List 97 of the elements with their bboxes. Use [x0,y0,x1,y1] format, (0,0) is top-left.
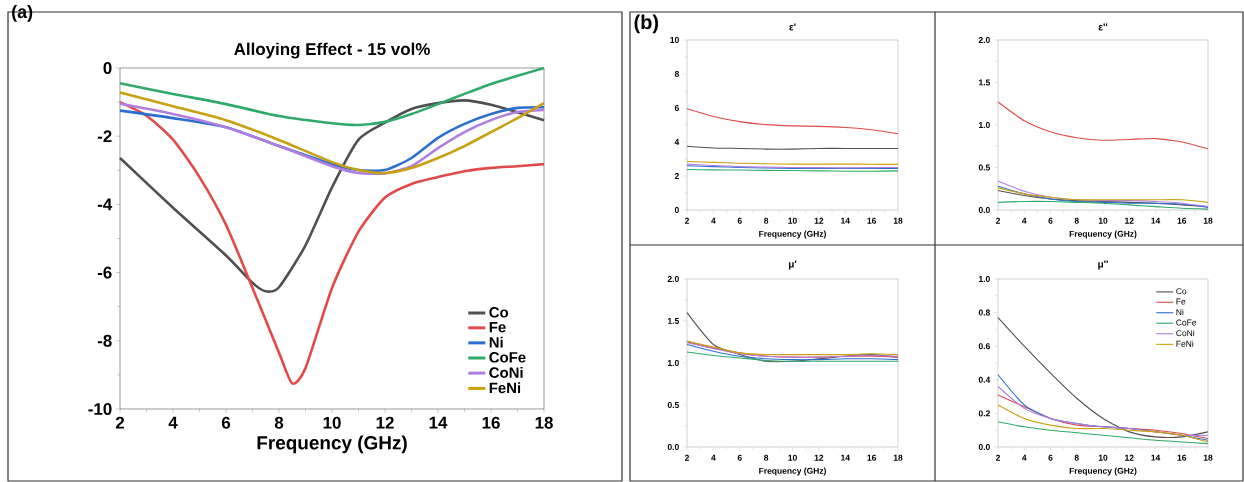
x-axis-title: Frequency (GHz) [759,230,826,239]
y-tick-label: 8 [674,70,679,77]
x-tick-label: 4 [711,217,716,224]
x-tick-label: 8 [1074,217,1079,224]
x-tick-label: 16 [1177,217,1187,224]
legend-label: CoNi [1176,329,1195,337]
x-tick-label: 10 [1098,454,1108,461]
y-tick-label: 1.5 [668,318,679,324]
x-tick-label: 2 [995,454,1001,461]
legend-label: Fe [1176,298,1186,305]
x-tick-label: 18 [893,217,903,224]
x-tick-label: 16 [482,416,500,429]
x-tick-label: 6 [737,217,742,224]
x-tick-label: 18 [893,454,903,461]
y-tick-label: 0 [103,61,112,74]
y-tick-label: -4 [97,198,113,211]
x-tick-label: 6 [221,416,231,429]
chart-title: μ'' [1098,260,1108,270]
x-tick-label: 18 [535,416,553,429]
y-tick-label: 0.0 [667,443,679,450]
y-tick-label: 0.2 [978,410,990,417]
y-tick-label: 10 [670,36,679,43]
x-tick-label: 14 [841,217,850,224]
x-tick-label: 12 [814,454,824,461]
x-axis-title: Frequency (GHz) [759,467,826,476]
x-tick-label: 8 [764,454,769,461]
legend-label: FeNi [1176,340,1194,347]
x-tick-label: 2 [115,416,125,429]
y-tick-label: 0.0 [978,443,990,450]
x-tick-label: 4 [1022,454,1027,461]
x-axis-title: Frequency (GHz) [1069,230,1137,239]
x-tick-label: 10 [788,217,797,224]
y-tick-label: -2 [97,130,112,143]
text: (b) [634,14,659,34]
y-tick-label: 2.0 [978,36,990,43]
x-tick-label: 6 [737,454,742,461]
x-tick-label: 2 [684,217,690,224]
y-tick-label: 2 [674,173,679,179]
x-tick-label: 12 [814,217,824,224]
y-tick-label: 0.5 [667,401,679,408]
x-tick-label: 16 [1177,454,1187,461]
y-tick-label: 1.5 [979,79,990,86]
x-tick-label: 4 [168,416,178,429]
x-tick-label: 18 [1203,454,1213,461]
legend-label: Co [489,307,509,318]
y-tick-label: 0.6 [978,343,990,350]
y-tick-label: 2.0 [667,276,679,282]
y-tick-label: -6 [97,266,112,279]
x-tick-label: 12 [1125,217,1134,224]
y-tick-label: 6 [674,104,679,111]
legend-label: Ni [489,336,503,348]
x-tick-label: 6 [1048,217,1053,224]
x-tick-label: 2 [995,217,1001,224]
y-tick-label: 4 [674,139,680,145]
legend-label: Ni [1176,308,1184,316]
legend-label: Fe [489,321,506,333]
x-tick-label: 6 [1048,454,1053,461]
y-tick-label: 0.4 [978,376,991,383]
y-tick-label: 0.0 [978,206,990,213]
legend-label: CoFe [1176,319,1197,326]
x-tick-label: 8 [764,217,769,224]
chart-title: ε'' [1098,23,1108,31]
x-tick-label: 12 [1125,454,1134,461]
x-tick-label: 10 [788,454,797,461]
y-tick-label: -10 [88,402,112,415]
y-tick-label: 1.0 [668,359,679,366]
legend-label: FeNi [489,382,521,394]
x-tick-label: 14 [429,416,448,429]
chart-title: Alloying Effect - 15 vol% [234,42,430,59]
x-tick-label: 4 [711,454,716,461]
x-tick-label: 16 [867,217,877,224]
x-tick-label: 16 [867,454,877,461]
y-tick-label: 0 [674,206,679,213]
chart-title: ε' [789,23,796,31]
y-tick-label: 0.8 [978,309,990,316]
x-axis-title: Frequency (GHz) [257,435,407,454]
text: (a) [12,5,33,22]
y-tick-label: 1.0 [979,121,990,128]
x-tick-label: 10 [1098,217,1108,224]
x-tick-label: 2 [684,454,690,461]
x-tick-label: 8 [274,416,284,429]
y-tick-label: 1.0 [979,275,990,282]
y-tick-label: 0.5 [978,164,990,171]
x-tick-label: 18 [1203,217,1213,224]
y-tick-label: -8 [97,334,112,347]
x-tick-label: 14 [1151,217,1161,224]
x-tick-label: 10 [323,416,341,429]
legend-label: Co [1176,288,1187,295]
x-tick-label: 12 [376,416,394,429]
x-tick-label: 8 [1074,454,1079,461]
x-tick-label: 14 [1151,454,1161,461]
legend-label: CoNi [489,366,523,378]
x-tick-label: 4 [1022,217,1027,224]
x-axis-title: Frequency (GHz) [1069,467,1137,476]
chart-title: μ' [788,260,797,270]
legend-label: CoFe [489,352,526,363]
x-tick-label: 14 [841,454,850,461]
